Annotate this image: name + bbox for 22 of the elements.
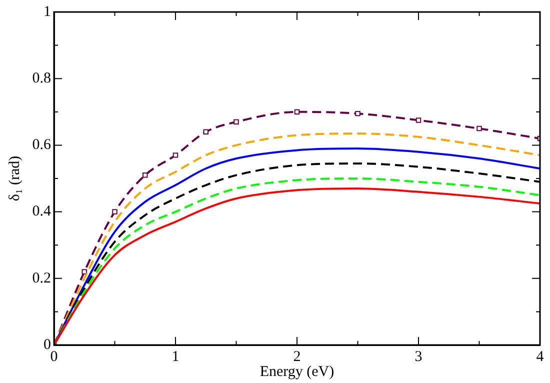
- x-tick-label: 2: [293, 348, 301, 365]
- y-tick-label: 0.8: [32, 70, 51, 87]
- point: [476, 126, 482, 132]
- point: [203, 129, 208, 134]
- x-tick-label: 1: [172, 348, 180, 365]
- y-tick-label: 0: [44, 336, 51, 353]
- point: [142, 172, 148, 178]
- y-tick-label: 1: [44, 4, 51, 20]
- x-tick-label: 4: [536, 348, 544, 365]
- point: [294, 109, 300, 115]
- y-axis-title: δ₁ (rad): [6, 156, 23, 202]
- point: [172, 152, 178, 158]
- y-tick-label: 0.2: [32, 270, 51, 286]
- y-tick-label: 0.6: [32, 137, 52, 154]
- x-tick-label: 3: [414, 348, 422, 365]
- point: [82, 269, 87, 274]
- point: [355, 110, 360, 116]
- point: [234, 119, 239, 125]
- x-axis-title: Energy (eV): [260, 364, 334, 380]
- point: [112, 209, 118, 214]
- y-tick-label: 0.4: [32, 204, 52, 220]
- point: [416, 118, 422, 123]
